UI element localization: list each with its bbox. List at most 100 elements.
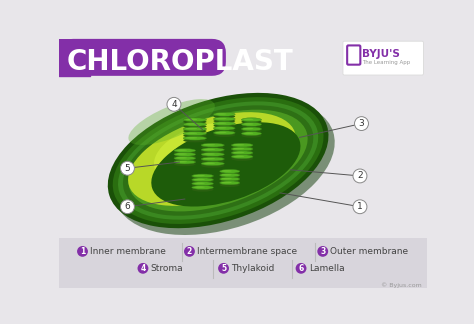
Ellipse shape xyxy=(201,148,224,152)
Ellipse shape xyxy=(176,153,187,155)
Ellipse shape xyxy=(222,178,232,179)
Ellipse shape xyxy=(241,122,262,126)
Ellipse shape xyxy=(186,137,197,139)
Text: 3: 3 xyxy=(320,247,325,256)
Text: 3: 3 xyxy=(359,119,365,128)
Ellipse shape xyxy=(128,110,308,212)
Ellipse shape xyxy=(241,133,262,138)
Ellipse shape xyxy=(176,149,187,151)
Ellipse shape xyxy=(183,124,207,129)
Ellipse shape xyxy=(219,171,240,176)
Ellipse shape xyxy=(201,164,224,168)
Ellipse shape xyxy=(231,147,253,151)
Ellipse shape xyxy=(201,153,224,156)
Ellipse shape xyxy=(203,163,215,164)
Ellipse shape xyxy=(219,175,240,179)
Ellipse shape xyxy=(203,144,215,145)
Ellipse shape xyxy=(186,119,197,120)
Ellipse shape xyxy=(192,188,213,192)
Ellipse shape xyxy=(241,124,262,129)
Ellipse shape xyxy=(201,150,224,154)
Ellipse shape xyxy=(183,132,207,135)
Ellipse shape xyxy=(192,178,213,182)
Ellipse shape xyxy=(123,105,313,216)
Ellipse shape xyxy=(243,123,254,125)
Ellipse shape xyxy=(176,161,187,163)
Ellipse shape xyxy=(114,98,335,235)
Ellipse shape xyxy=(213,126,235,130)
Circle shape xyxy=(184,246,195,257)
Ellipse shape xyxy=(194,175,205,176)
Ellipse shape xyxy=(192,182,213,186)
Text: BYJU'S: BYJU'S xyxy=(362,49,400,59)
Ellipse shape xyxy=(216,118,227,119)
Ellipse shape xyxy=(231,151,253,155)
FancyBboxPatch shape xyxy=(347,45,360,65)
Text: 1: 1 xyxy=(80,247,85,256)
Circle shape xyxy=(355,117,368,131)
Circle shape xyxy=(120,161,135,175)
Ellipse shape xyxy=(192,180,213,184)
Ellipse shape xyxy=(231,157,253,161)
Text: Intermembrane space: Intermembrane space xyxy=(197,247,297,256)
Ellipse shape xyxy=(241,118,262,122)
Circle shape xyxy=(317,246,328,257)
Ellipse shape xyxy=(213,112,235,116)
Ellipse shape xyxy=(194,186,205,188)
Ellipse shape xyxy=(108,93,328,228)
Ellipse shape xyxy=(219,169,240,173)
Circle shape xyxy=(296,263,307,274)
Ellipse shape xyxy=(243,133,254,134)
Ellipse shape xyxy=(183,118,207,122)
Text: 5: 5 xyxy=(221,264,226,273)
Ellipse shape xyxy=(201,143,224,147)
Ellipse shape xyxy=(241,132,262,135)
Text: 4: 4 xyxy=(171,100,177,109)
Text: CHLOROPLAST: CHLOROPLAST xyxy=(67,48,294,76)
Text: 6: 6 xyxy=(125,202,130,211)
Ellipse shape xyxy=(176,157,187,159)
Ellipse shape xyxy=(174,153,196,156)
Ellipse shape xyxy=(174,156,196,160)
Ellipse shape xyxy=(241,120,262,124)
Circle shape xyxy=(353,169,367,183)
Ellipse shape xyxy=(213,119,235,123)
Ellipse shape xyxy=(203,158,215,159)
Ellipse shape xyxy=(216,113,227,115)
Ellipse shape xyxy=(219,181,240,185)
Ellipse shape xyxy=(192,174,213,178)
Ellipse shape xyxy=(174,149,196,152)
Ellipse shape xyxy=(183,133,207,138)
Ellipse shape xyxy=(213,117,235,121)
Ellipse shape xyxy=(216,127,227,129)
Ellipse shape xyxy=(192,176,213,180)
Text: Inner membrane: Inner membrane xyxy=(90,247,166,256)
Ellipse shape xyxy=(186,133,197,134)
Ellipse shape xyxy=(231,149,253,153)
Ellipse shape xyxy=(194,179,205,180)
Circle shape xyxy=(137,263,148,274)
Ellipse shape xyxy=(183,129,207,133)
Text: 5: 5 xyxy=(125,164,130,173)
Ellipse shape xyxy=(203,153,215,155)
Ellipse shape xyxy=(113,97,324,224)
Ellipse shape xyxy=(183,138,207,142)
Text: © Byjus.com: © Byjus.com xyxy=(381,283,422,288)
Ellipse shape xyxy=(219,177,240,181)
Ellipse shape xyxy=(174,151,196,155)
Ellipse shape xyxy=(234,148,244,149)
Text: Thylakoid: Thylakoid xyxy=(231,264,274,273)
Ellipse shape xyxy=(213,122,235,125)
Ellipse shape xyxy=(201,157,224,161)
Ellipse shape xyxy=(216,122,227,124)
Ellipse shape xyxy=(222,182,232,183)
Ellipse shape xyxy=(174,154,196,158)
Ellipse shape xyxy=(128,99,215,145)
Ellipse shape xyxy=(154,123,251,183)
Ellipse shape xyxy=(213,131,235,135)
Text: 6: 6 xyxy=(299,264,304,273)
Ellipse shape xyxy=(219,183,240,187)
Text: The Learning App: The Learning App xyxy=(362,60,410,65)
Ellipse shape xyxy=(241,127,262,131)
Ellipse shape xyxy=(213,128,235,133)
